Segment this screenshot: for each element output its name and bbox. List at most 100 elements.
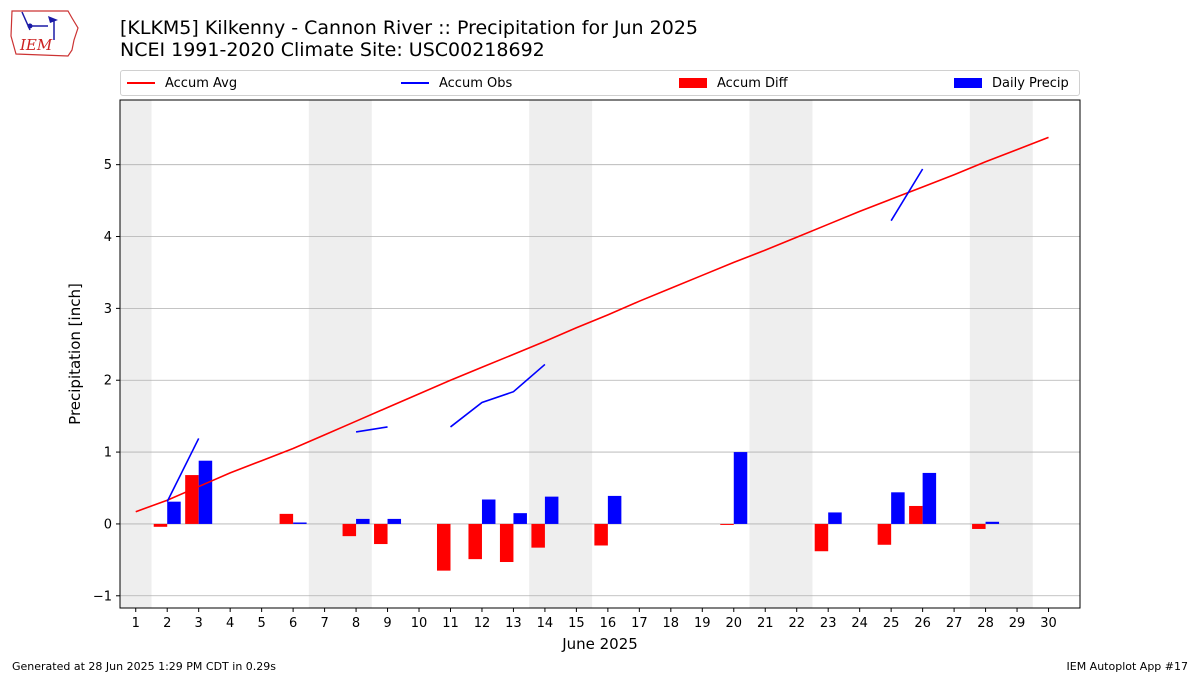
legend-item-accum-obs: Accum Obs	[401, 71, 512, 95]
y-tick-label: −1	[93, 589, 112, 604]
legend-label: Accum Avg	[165, 75, 238, 91]
daily-precip-bar	[922, 472, 937, 524]
daily-precip-bar	[733, 452, 748, 524]
chart-subtitle: NCEI 1991-2020 Climate Site: USC00218692	[120, 39, 545, 61]
legend-swatch	[127, 82, 155, 84]
weekend-band	[308, 100, 372, 608]
grid-lines	[120, 164, 1080, 597]
x-tick-label: 28	[977, 616, 994, 631]
weekend-band	[969, 100, 1033, 608]
y-axis-ticks: −1 0 1 2 3 4 5	[93, 158, 120, 604]
x-tick-label: 29	[1009, 616, 1026, 631]
accum-diff-bar	[909, 505, 923, 524]
x-tick-label: 20	[725, 616, 742, 631]
accum-obs-segment	[355, 426, 388, 433]
x-tick-label: 25	[883, 616, 900, 631]
daily-precip-bars	[167, 452, 1000, 524]
weekend-shading	[120, 100, 1033, 608]
accum-obs-segment	[450, 363, 546, 428]
daily-precip-bar	[481, 499, 496, 524]
daily-precip-bar	[356, 518, 370, 524]
x-tick-label: 27	[946, 616, 963, 631]
x-tick-label: 9	[383, 616, 391, 631]
accum-avg-line	[135, 136, 1049, 513]
daily-precip-bar	[828, 512, 842, 524]
x-tick-label: 16	[600, 616, 617, 631]
y-tick-label: 2	[104, 374, 112, 389]
x-axis-ticks: 1 2 3 4 5 6 7 8 9 10 11 12 13 14 15 16 17 18 19 20 21 22 23 24 2…	[132, 608, 1057, 631]
x-tick-label: 24	[851, 616, 868, 631]
daily-precip-bar	[891, 492, 905, 524]
accum-diff-bar	[153, 523, 168, 527]
accum-obs-lines	[166, 168, 924, 503]
x-tick-label: 4	[226, 616, 234, 631]
x-tick-label: 13	[505, 616, 522, 631]
iem-logo: IEM	[10, 10, 79, 57]
legend-label: Daily Precip	[992, 75, 1069, 91]
x-tick-label: 6	[289, 616, 297, 631]
daily-precip-bar	[167, 501, 181, 524]
accum-diff-bar	[814, 523, 829, 552]
accum-obs-segment	[890, 168, 924, 222]
y-tick-label: 0	[104, 517, 112, 532]
plot-frame	[119, 99, 1081, 609]
legend-swatch	[401, 82, 429, 84]
accum-diff-bar	[436, 523, 451, 571]
daily-precip-bar	[198, 460, 213, 524]
daily-precip-bar	[387, 518, 402, 524]
daily-precip-bar	[544, 496, 559, 524]
accum-diff-bars	[153, 475, 986, 571]
x-tick-label: 26	[914, 616, 931, 631]
accum-diff-bar	[499, 523, 514, 563]
y-tick-label: 4	[104, 230, 112, 245]
legend-item-accum-diff: Accum Diff	[679, 71, 788, 95]
accum-diff-bar	[877, 523, 892, 545]
daily-precip-bar	[985, 521, 1000, 524]
accum-diff-bar	[972, 523, 986, 529]
legend-swatch	[679, 78, 707, 88]
legend-label: Accum Diff	[717, 75, 788, 91]
chart-title: [KLKM5] Kilkenny - Cannon River :: Preci…	[120, 17, 698, 39]
x-tick-label: 1	[132, 616, 140, 631]
weekend-band	[120, 100, 152, 608]
footer-generated: Generated at 28 Jun 2025 1:29 PM CDT in …	[12, 660, 277, 673]
daily-precip-bar	[607, 495, 622, 524]
y-tick-label: 5	[104, 158, 112, 173]
accum-diff-bar	[185, 475, 199, 524]
accum-diff-bar	[342, 523, 357, 537]
x-tick-label: 8	[352, 616, 360, 631]
x-tick-label: 7	[320, 616, 328, 631]
accum-diff-bar	[594, 523, 608, 546]
legend-label: Accum Obs	[439, 75, 513, 91]
y-axis-label: Precipitation [inch]	[66, 283, 84, 425]
weekend-band	[749, 100, 813, 608]
iowa-outline	[10, 10, 79, 57]
accum-avg-line	[135, 136, 1049, 513]
x-tick-label: 15	[568, 616, 585, 631]
y-tick-label: 3	[104, 302, 112, 317]
x-tick-label: 19	[694, 616, 711, 631]
x-tick-label: 30	[1040, 616, 1057, 631]
legend-item-accum-avg: Accum Avg	[127, 71, 237, 95]
accum-diff-bar	[720, 523, 734, 525]
footer-app: IEM Autoplot App #17	[1066, 660, 1189, 673]
accum-diff-bar	[374, 523, 388, 545]
x-tick-label: 22	[788, 616, 805, 631]
accum-diff-bar	[531, 523, 545, 548]
x-tick-label: 18	[663, 616, 680, 631]
legend: Accum Avg Accum Obs Accum Diff Daily Pre…	[120, 70, 1080, 96]
daily-precip-bar	[513, 513, 527, 524]
logo-text: IEM	[19, 36, 53, 54]
x-tick-label: 12	[474, 616, 491, 631]
weekend-band	[529, 100, 593, 608]
accum-diff-bar	[468, 523, 482, 560]
x-tick-label: 11	[442, 616, 459, 631]
accum-diff-bar	[279, 513, 294, 524]
daily-precip-bar	[293, 522, 307, 524]
x-tick-label: 3	[195, 616, 203, 631]
x-tick-label: 14	[537, 616, 554, 631]
x-tick-label: 17	[631, 616, 648, 631]
legend-item-daily-precip: Daily Precip	[954, 71, 1069, 95]
x-axis-label: June 2025	[561, 635, 638, 653]
